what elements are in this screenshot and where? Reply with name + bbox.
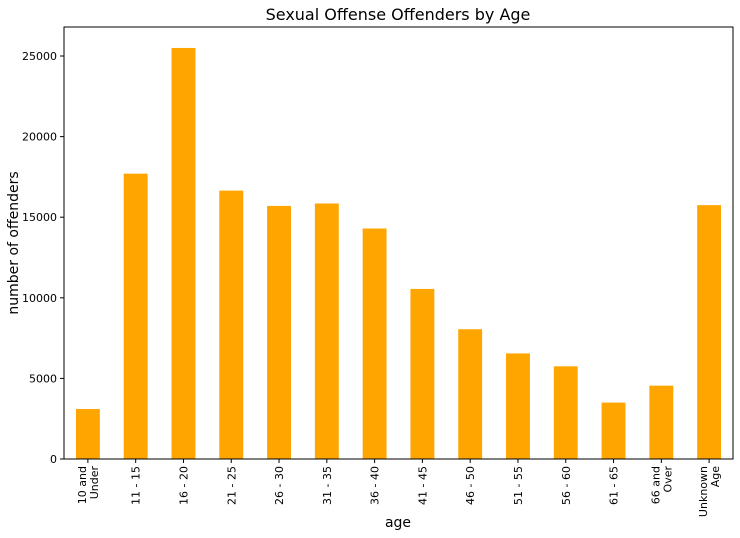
- y-axis-title: number of offenders: [6, 171, 22, 314]
- bar-10: [553, 366, 578, 459]
- x-tick-label-8: 46 - 50: [464, 466, 477, 505]
- y-tick-label-3: 15000: [22, 211, 57, 224]
- x-axis-title: age: [385, 515, 411, 531]
- bar-13: [697, 205, 722, 459]
- bar-9: [506, 353, 530, 459]
- plot-frame: [63, 26, 734, 460]
- bars-group: [75, 47, 722, 459]
- x-tick-label-1: 11 - 15: [130, 466, 143, 505]
- y-tick-label-4: 20000: [22, 131, 57, 144]
- x-tick-label-12: 66 andOver: [649, 466, 674, 505]
- bar-8: [458, 329, 483, 459]
- x-tick-label-4: 26 - 30: [273, 466, 286, 505]
- y-tick-label-0: 0: [50, 453, 57, 466]
- x-tick-label-9: 51 - 55: [512, 466, 525, 505]
- chart-title: Sexual Offense Offenders by Age: [266, 5, 531, 24]
- x-tick-label-6: 36 - 40: [369, 466, 382, 505]
- bar-6: [362, 228, 387, 459]
- bar-7: [410, 288, 435, 459]
- x-tick-label-3: 21 - 25: [225, 466, 238, 505]
- bar-3: [219, 190, 244, 459]
- x-tick-label-2: 16 - 20: [177, 466, 190, 505]
- y-axis: 0 5000 10000 15000 20000 25000: [22, 50, 64, 466]
- x-tick-label-11: 61 - 65: [608, 466, 621, 505]
- x-tick-label-5: 31 - 35: [321, 466, 334, 505]
- y-tick-label-1: 5000: [29, 372, 57, 385]
- x-tick-label-7: 41 - 45: [416, 466, 429, 505]
- y-tick-label-5: 25000: [22, 50, 57, 63]
- bar-1: [123, 173, 148, 459]
- x-axis: 10 andUnder 11 - 15 16 - 20 21 - 25 26 - 30 3…: [76, 459, 722, 517]
- bar-4: [267, 205, 291, 459]
- bar-12: [649, 385, 674, 459]
- y-tick-label-2: 10000: [22, 292, 57, 305]
- bar-11: [601, 402, 626, 459]
- x-tick-label-10: 56 - 60: [560, 466, 573, 505]
- bar-5: [314, 203, 339, 459]
- bar-0: [75, 409, 100, 459]
- x-tick-label-13: UnknownAge: [697, 466, 722, 517]
- bar-2: [171, 47, 196, 459]
- x-tick-label-0: 10 andUnder: [76, 466, 101, 505]
